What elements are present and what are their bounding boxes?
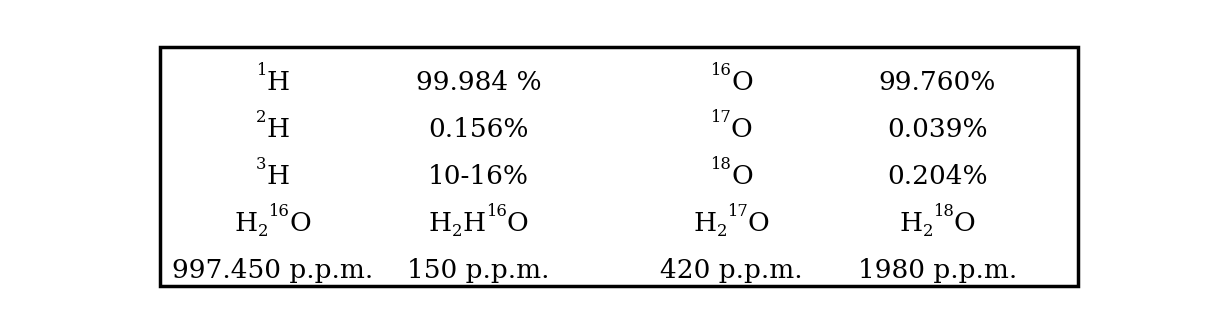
Text: 2: 2 [452,223,463,240]
Text: O: O [506,211,528,236]
Text: 2: 2 [923,223,933,240]
Text: 3: 3 [256,156,266,173]
Text: 99.984 %: 99.984 % [416,70,541,95]
Text: O: O [748,211,769,236]
Text: H: H [899,211,923,236]
Text: O: O [731,117,753,142]
Text: 18: 18 [933,203,954,220]
Text: 150 p.p.m.: 150 p.p.m. [407,258,550,283]
Text: H: H [234,211,257,236]
Text: H: H [267,117,290,142]
Text: 16: 16 [710,62,731,79]
Text: 997.450 p.p.m.: 997.450 p.p.m. [172,258,373,283]
Text: 0.204%: 0.204% [887,164,988,189]
Text: 2: 2 [716,223,727,240]
Text: 99.760%: 99.760% [878,70,997,95]
Text: 18: 18 [710,156,731,173]
Text: 10-16%: 10-16% [428,164,529,189]
Text: 2: 2 [257,223,268,240]
Text: 17: 17 [727,203,748,220]
Text: 16: 16 [486,203,506,220]
Text: 0.039%: 0.039% [887,117,988,142]
Text: 1980 p.p.m.: 1980 p.p.m. [858,258,1017,283]
Text: H: H [266,70,290,95]
Text: 420 p.p.m.: 420 p.p.m. [660,258,803,283]
Text: O: O [731,164,753,189]
Text: H: H [463,211,486,236]
Text: H: H [266,164,290,189]
Text: O: O [289,211,310,236]
Text: H: H [429,211,452,236]
Text: 17: 17 [710,109,731,126]
Text: O: O [954,211,976,236]
Text: 1: 1 [256,62,266,79]
Text: 16: 16 [268,203,289,220]
Text: 2: 2 [256,109,267,126]
Text: O: O [731,70,753,95]
Text: 0.156%: 0.156% [429,117,529,142]
Text: H: H [693,211,716,236]
